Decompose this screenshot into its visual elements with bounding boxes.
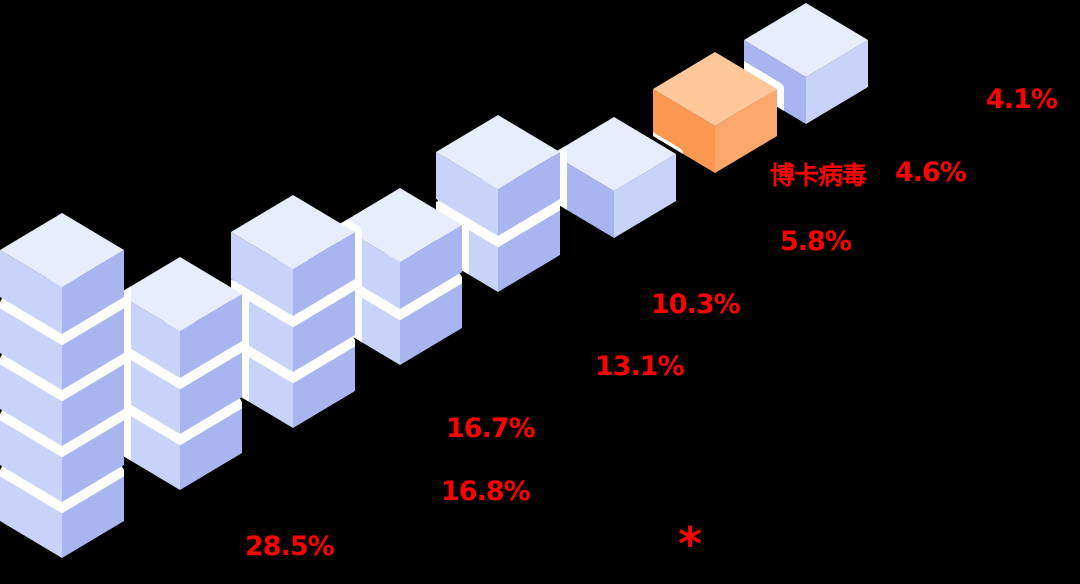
cube-stack-16.7% [231,188,362,428]
cube-stack-5.8% [552,110,683,238]
cube-stack-16.8% [118,250,249,490]
cube-stack-28.5% [0,213,131,558]
cube-stack-4.6% [653,45,784,173]
cube-stack-13.1% [338,181,469,365]
